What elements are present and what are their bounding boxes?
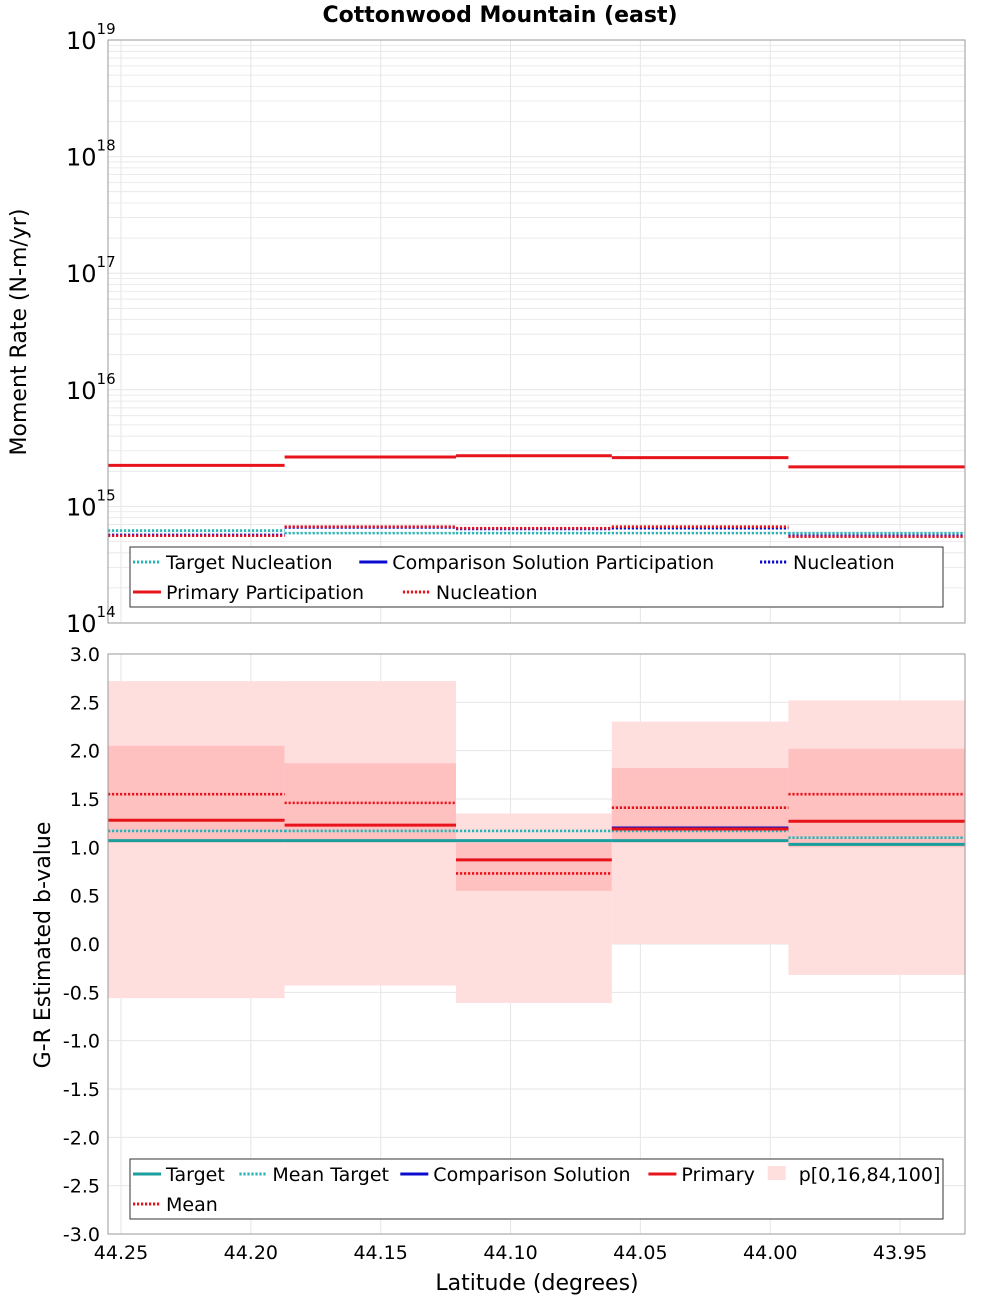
chart-title: Cottonwood Mountain (east): [322, 3, 677, 28]
legend-entry-label: Target Nucleation: [165, 552, 333, 574]
b-value-legend: Target Mean Target Comparison Solution Prim…: [129, 1158, 944, 1220]
latitude-x-axis-label: Latitude (degrees): [435, 1271, 638, 1296]
y-tick-label: 1019: [66, 20, 116, 55]
latitude-x-ticks: 44.25 44.20 44.15 44.10 44.05 44.00 43.95: [94, 1242, 927, 1264]
percentile-band-inner: [788, 748, 965, 848]
y-tick-label: 1017: [66, 253, 116, 288]
y-tick-label: -1.5: [63, 1079, 100, 1101]
b-value-legend-box: [129, 1158, 944, 1220]
x-tick-label: 44.15: [353, 1242, 407, 1264]
legend-entry-label: Nucleation: [793, 552, 895, 574]
y-tick-label: 1.0: [70, 837, 100, 859]
legend-entry-label: Mean: [166, 1194, 218, 1216]
b-value-y-ticks: -3.0 -2.5 -2.0 -1.5 -1.0 -0.5 0.0 0.5 1.0 1.5 2.0 2…: [63, 644, 100, 1246]
y-tick-label: 0.0: [70, 934, 100, 956]
moment-rate-y-ticks: 1014 1015 1016 1017 1018 1019: [66, 20, 116, 638]
moment-rate-y-axis-label: Moment Rate (N-m/yr): [7, 209, 32, 456]
b-value-panel: -3.0 -2.5 -2.0 -1.5 -1.0 -0.5 0.0 0.5 1.0 1.5 2.0 2…: [31, 644, 966, 1296]
b-value-series: [108, 792, 965, 875]
y-tick-label: 1.5: [70, 789, 100, 811]
y-tick-label: -1.0: [63, 1031, 100, 1053]
legend-entry-label: Mean Target: [272, 1164, 389, 1186]
percentile-band-inner: [455, 842, 612, 891]
y-tick-label: 2.0: [70, 741, 100, 763]
y-tick-label: 0.5: [70, 886, 100, 908]
x-tick-label: 44.10: [483, 1242, 537, 1264]
moment-rate-legend: Target Nucleation Comparison Solution Par…: [129, 546, 944, 608]
y-tick-label: -2.5: [63, 1176, 100, 1198]
legend-entry-label: Comparison Solution: [433, 1164, 630, 1186]
moment-rate-panel: 1014 1015 1016 1017 1018 1019 Moment Rate (N-…: [7, 20, 966, 638]
y-tick-label: -3.0: [63, 1224, 100, 1246]
legend-entry-label: Primary: [681, 1164, 754, 1186]
x-tick-label: 44.25: [94, 1242, 148, 1264]
legend-entry-label: Comparison Solution Participation: [392, 552, 714, 574]
y-tick-label: 1015: [66, 486, 116, 521]
y-tick-label: 1018: [66, 137, 116, 172]
legend-entry-label: Nucleation: [436, 582, 538, 604]
y-tick-label: -2.0: [63, 1127, 100, 1149]
y-tick-label: 2.5: [70, 692, 100, 714]
legend-entry-label: Target: [165, 1164, 225, 1186]
y-tick-label: 3.0: [70, 644, 100, 666]
x-tick-label: 44.20: [224, 1242, 278, 1264]
y-tick-label: 1014: [66, 603, 116, 638]
legend-entry-label: Primary Participation: [166, 582, 364, 604]
y-tick-label: -0.5: [63, 982, 100, 1004]
x-tick-label: 44.00: [743, 1242, 797, 1264]
moment-rate-grid: [108, 40, 965, 624]
b-value-y-axis-label: G-R Estimated b-value: [31, 822, 56, 1069]
moment-rate-legend-box: [129, 546, 944, 608]
moment-rate-series: [108, 454, 965, 538]
y-tick-label: 1016: [66, 370, 116, 405]
b-value-plot-frame: [107, 653, 966, 1235]
moment-rate-plot-frame: [107, 39, 966, 624]
x-tick-label: 44.05: [613, 1242, 667, 1264]
x-tick-label: 43.95: [873, 1242, 927, 1264]
legend-entry-label: p[0,16,84,100]: [799, 1164, 941, 1186]
legend-swatch-band: [767, 1166, 786, 1180]
